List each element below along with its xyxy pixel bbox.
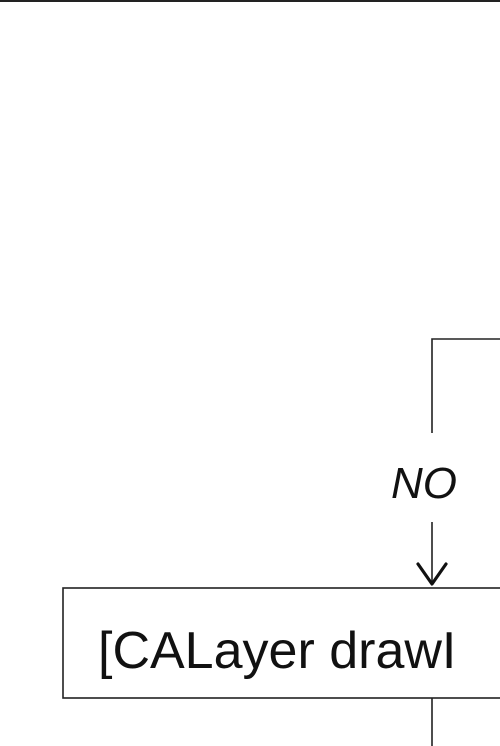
process-node-calayer bbox=[62, 587, 500, 699]
edge-label-no: NO bbox=[391, 459, 457, 508]
process-node-label: [CALayer drawI bbox=[98, 622, 456, 680]
arrowhead-icon bbox=[416, 562, 448, 586]
connector-elbow bbox=[431, 338, 500, 433]
